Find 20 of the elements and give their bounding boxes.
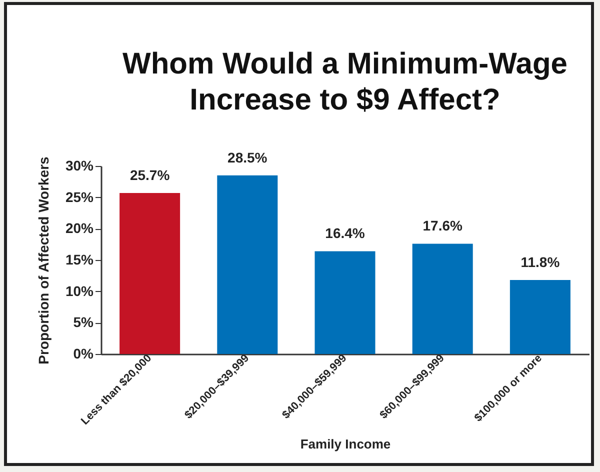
data-label: 25.7% (130, 166, 170, 183)
x-axis-title: Family Income (300, 436, 391, 452)
data-label: 17.6% (422, 218, 463, 234)
y-tick-label: 25% (65, 188, 94, 205)
data-label: 16.4% (325, 225, 366, 242)
y-tick-label: 5% (73, 314, 94, 330)
y-tick-label: 0% (73, 346, 94, 362)
y-tick-label: 10% (65, 282, 94, 299)
chart-title: Whom Would a Minimum-Wage Increase to $9 Affect? (122, 47, 568, 116)
y-tick-label: 30% (65, 158, 94, 174)
bar (510, 280, 570, 354)
bar (314, 251, 376, 354)
bar (217, 175, 278, 354)
bar (120, 192, 180, 354)
y-tick-label: 15% (65, 252, 94, 268)
data-label: 28.5% (228, 149, 268, 166)
bar (412, 244, 473, 354)
data-label: 11.8% (520, 254, 560, 270)
y-tick-label: 20% (65, 220, 94, 236)
y-axis-title: Proportion of Affected Workers (35, 156, 52, 364)
